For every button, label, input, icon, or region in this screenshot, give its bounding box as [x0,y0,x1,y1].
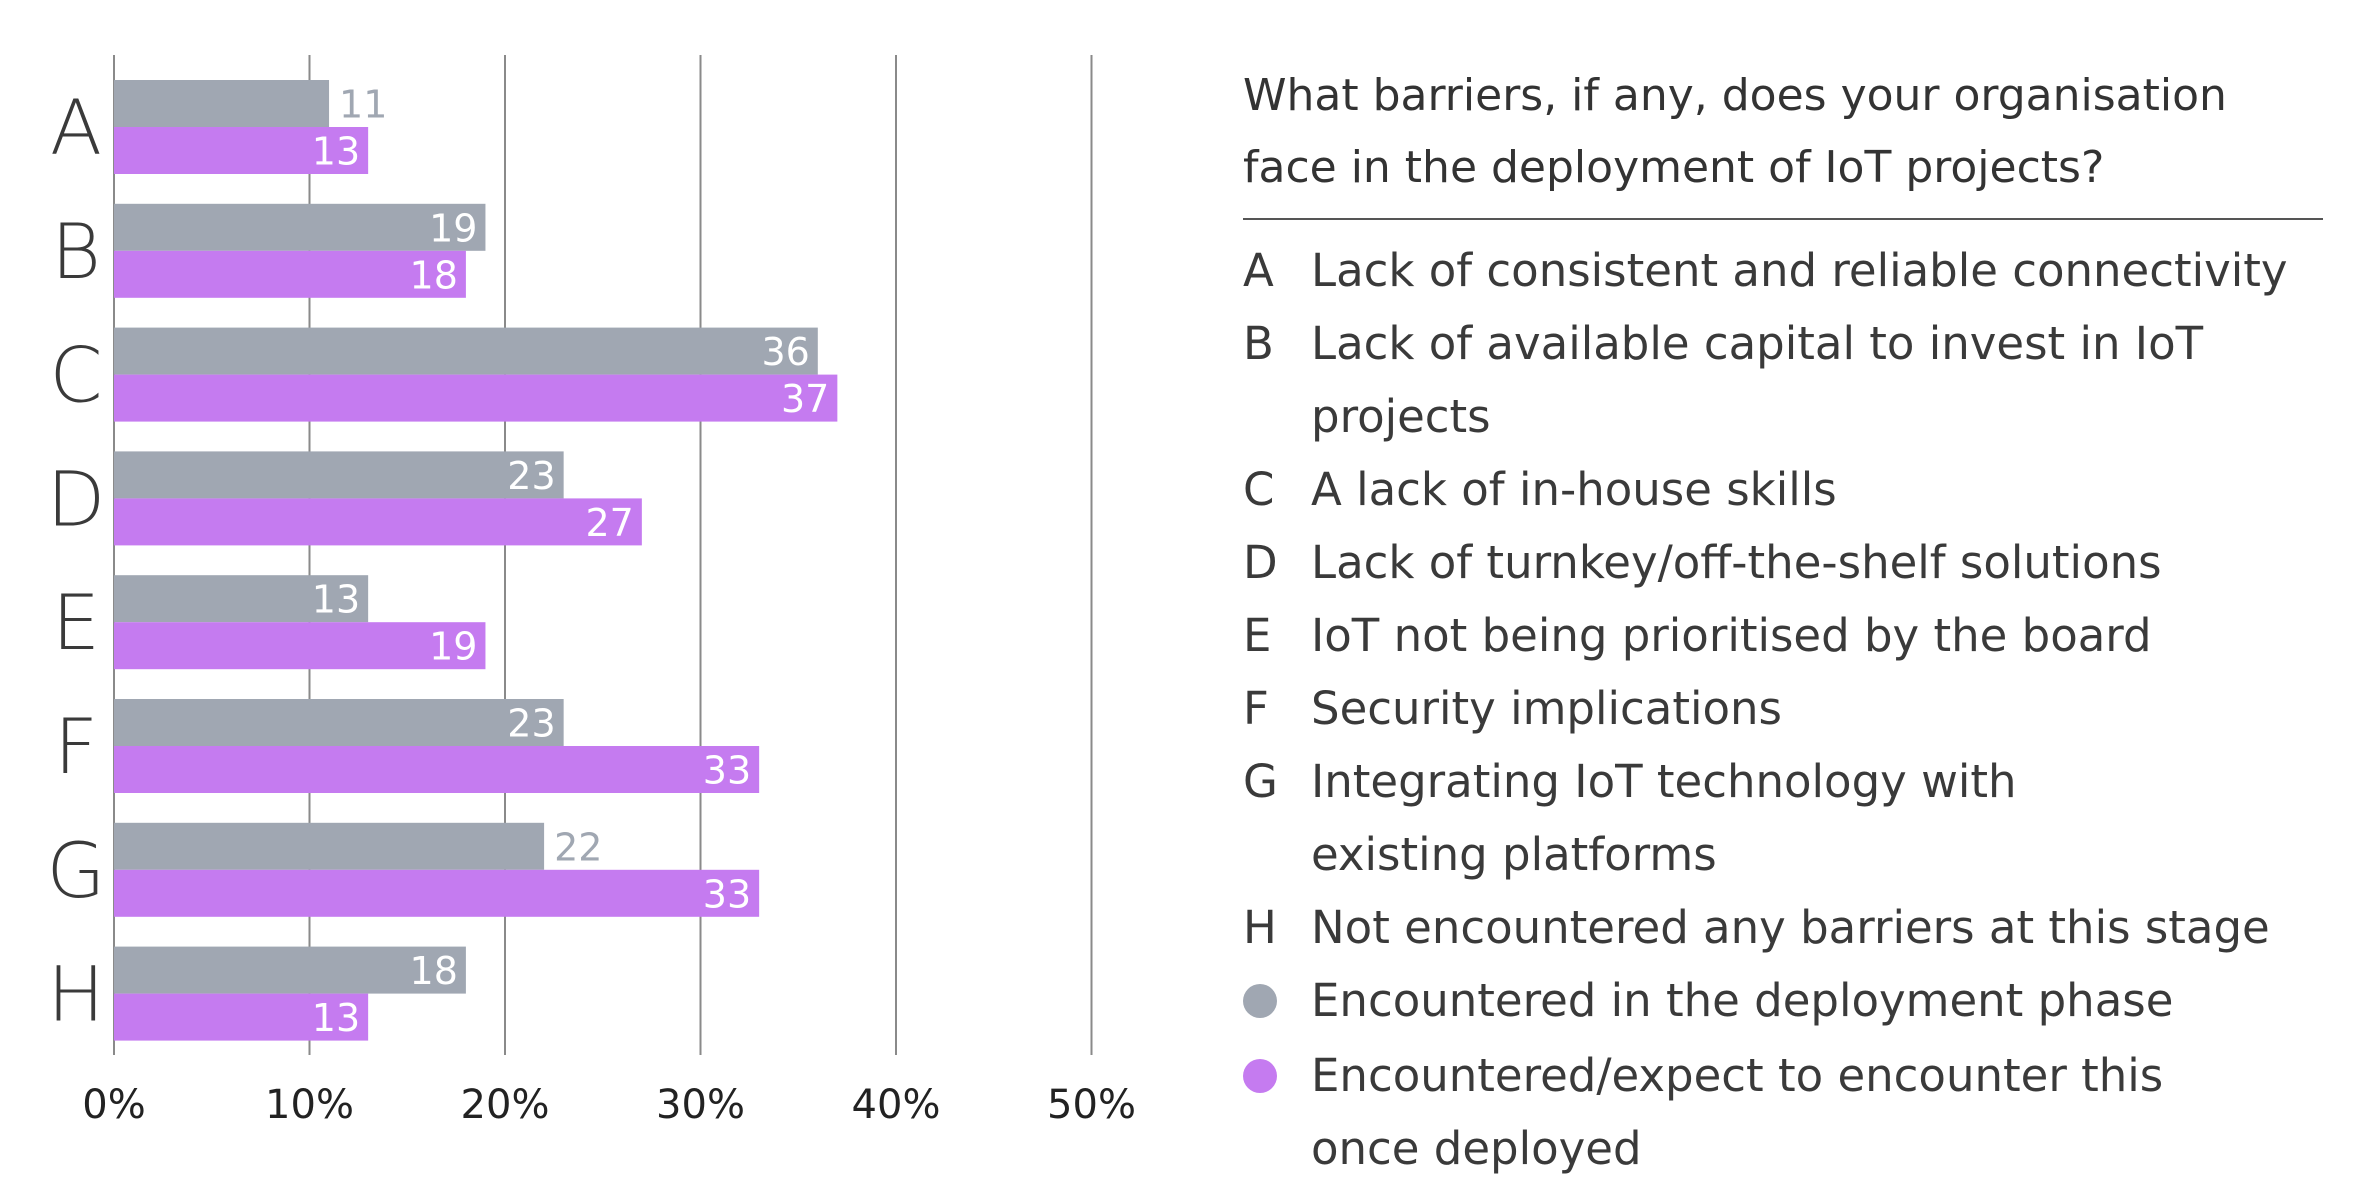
bar [114,374,838,422]
x-tick-label: 0% [82,1082,145,1128]
legend-item-e: E IoT not being prioritised by the board [1243,599,2323,672]
bar-value-label: 18 [410,949,458,993]
legend-series-text: Encountered/expect to encounter this onc… [1311,1049,2164,1175]
bar-value-label: 18 [410,253,458,297]
bar [114,699,564,746]
category-label: F [54,702,98,791]
legend-key: H [1243,901,1277,954]
bar [114,575,369,623]
bar [114,498,642,546]
legend-item-b: B Lack of available capital to invest in… [1243,307,2323,453]
category-label: G [47,826,106,915]
legend-series-deployment: Encountered in the deployment phase [1243,964,2323,1039]
bar-value-label: 27 [585,501,633,545]
category-label: C [49,331,102,420]
legend-item-f: F Security implications [1243,672,2323,745]
legend-key: D [1243,536,1278,589]
legend-item-a: A Lack of consistent and reliable connec… [1243,234,2323,307]
bar [114,203,486,251]
category-label: E [52,578,100,667]
bar [114,127,369,174]
legend-text: A lack of in-house skills [1311,463,1837,516]
bar-value-label: 13 [312,996,360,1040]
legend-key: F [1243,682,1269,735]
bar-value-label: 22 [554,825,602,869]
bar [114,80,330,127]
legend-text: Lack of available capital to invest in I… [1311,317,2204,443]
legend-series-text: Encountered in the deployment phase [1311,974,2174,1027]
legend-text: Not encountered any barriers at this sta… [1311,901,2270,954]
bar-value-label: 13 [312,130,360,174]
legend-panel: What barriers, if any, does your organis… [1243,60,2323,1185]
legend-text: Lack of turnkey/off-the-shelf solutions [1311,536,2162,589]
legend-key: C [1243,463,1275,516]
bar-value-label: 11 [339,83,387,127]
legend-swatch-purple [1243,1059,1277,1093]
x-tick-label: 20% [461,1082,550,1128]
x-tick-label: 10% [265,1082,354,1128]
legend-text: Lack of consistent and reliable connecti… [1311,244,2288,297]
legend-item-d: D Lack of turnkey/off-the-shelf solution… [1243,526,2323,599]
legend-item-h: H Not encountered any barriers at this s… [1243,891,2323,964]
x-tick-label: 50% [1047,1082,1136,1128]
legend-text: IoT not being prioritised by the board [1311,609,2152,662]
category-label: H [47,950,104,1039]
bar [114,822,545,870]
bar-value-label: 23 [507,702,555,746]
legend-list: A Lack of consistent and reliable connec… [1243,234,2323,1185]
legend-item-g: G Integrating IoT technology with existi… [1243,745,2323,891]
bar [114,993,369,1041]
x-tick-label: 30% [656,1082,745,1128]
category-label: B [51,207,101,296]
bar [114,746,760,793]
legend-item-c: C A lack of in-house skills [1243,453,2323,526]
bar-value-label: 23 [507,454,555,498]
legend-key: E [1243,609,1272,662]
bar [114,622,486,670]
bar [114,946,466,994]
bar-value-label: 36 [761,330,809,374]
bar-value-label: 33 [703,749,751,793]
legend-key: B [1243,317,1274,370]
bar-value-label: 37 [781,377,829,421]
legend-series-expected: Encountered/expect to encounter this onc… [1243,1039,2323,1185]
chart-title: What barriers, if any, does your organis… [1243,60,2323,220]
legend-text: Integrating IoT technology with existing… [1311,755,2017,881]
bar [114,250,466,298]
bar [114,869,760,917]
x-axis-ticks: 0% 10% 20% 30% 40% 50% [82,1082,1136,1128]
bar [114,327,818,375]
bar-value-label: 33 [703,872,751,916]
legend-key: A [1243,244,1274,297]
legend-key: G [1243,755,1278,808]
bar-value-label: 13 [312,578,360,622]
category-label: A [50,83,102,172]
legend-text: Security implications [1311,682,1782,735]
category-label: D [47,454,106,543]
x-tick-label: 40% [852,1082,941,1128]
bar-value-label: 19 [429,206,477,250]
bar-value-label: 19 [429,625,477,669]
bar [114,451,564,499]
legend-swatch-gray [1243,984,1277,1018]
